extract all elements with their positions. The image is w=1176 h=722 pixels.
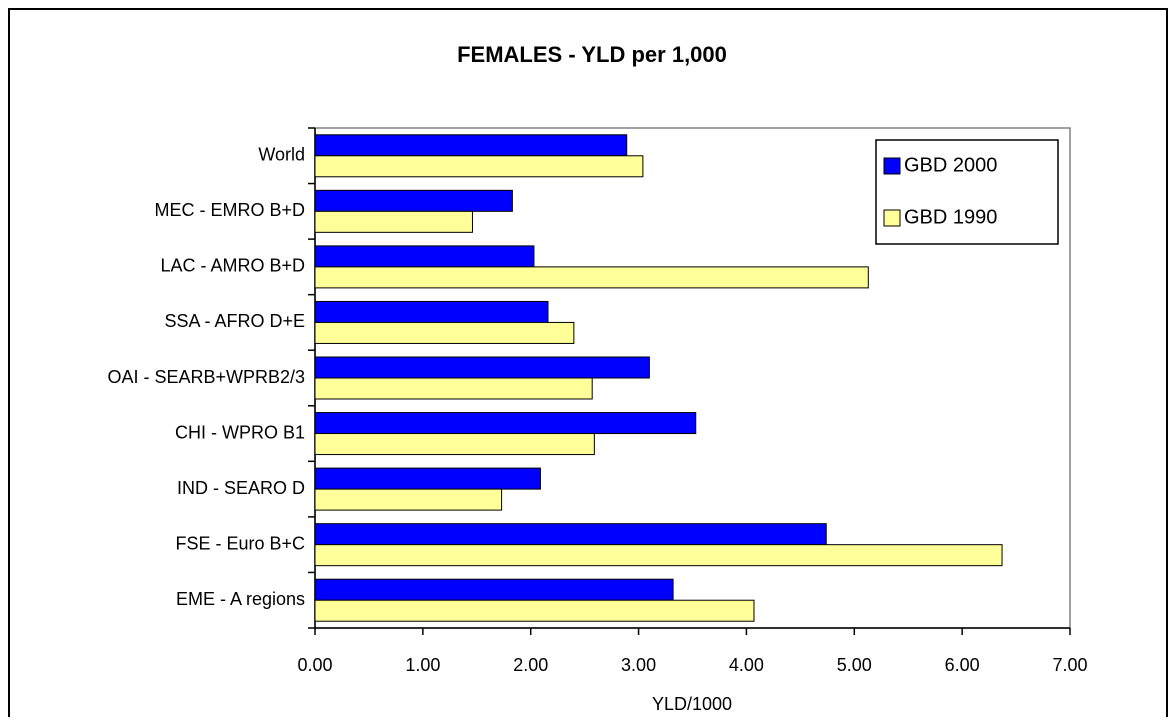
bar (314, 210, 473, 233)
y-tick-label: World (258, 145, 305, 165)
x-tick-label: 7.00 (1052, 655, 1087, 675)
y-tick-label: IND - SEARO D (177, 478, 305, 498)
x-tick-label: 2.00 (513, 655, 548, 675)
bar (314, 321, 575, 344)
x-tick-label: 1.00 (405, 655, 440, 675)
bar (314, 412, 697, 435)
x-tick-label: 6.00 (945, 655, 980, 675)
y-tick-label: OAI - SEARB+WPRB2/3 (107, 367, 305, 387)
y-tick-label: SSA - AFRO D+E (164, 311, 305, 331)
y-tick-label: CHI - WPRO B1 (175, 422, 305, 442)
chart-title: FEMALES - YLD per 1,000 (457, 42, 727, 67)
legend-swatch (883, 209, 901, 227)
bar (314, 467, 541, 490)
legend-label: GBD 2000 (904, 154, 997, 176)
bar (314, 266, 869, 289)
y-tick-label: EME - A regions (176, 589, 305, 609)
y-tick-label: FSE - Euro B+C (175, 533, 305, 553)
legend-label: GBD 1990 (904, 206, 997, 228)
legend-box (875, 139, 1059, 245)
x-tick-label: 4.00 (729, 655, 764, 675)
y-tick-label: LAC - AMRO B+D (160, 256, 305, 276)
bar (314, 488, 503, 511)
x-axis-title: YLD/1000 (652, 694, 732, 714)
bar (314, 356, 650, 379)
bar (314, 245, 535, 268)
bar (314, 523, 827, 546)
x-tick-label: 0.00 (297, 655, 332, 675)
bar (314, 134, 628, 157)
bar (314, 578, 674, 601)
bar (314, 599, 755, 622)
legend-swatch (883, 157, 901, 175)
bar (314, 544, 1003, 567)
bar (314, 155, 644, 178)
bar (314, 189, 513, 212)
y-tick-label: MEC - EMRO B+D (154, 200, 305, 220)
bar (314, 300, 549, 323)
x-tick-label: 5.00 (837, 655, 872, 675)
bar (314, 377, 593, 400)
bar (314, 433, 595, 456)
x-tick-label: 3.00 (621, 655, 656, 675)
